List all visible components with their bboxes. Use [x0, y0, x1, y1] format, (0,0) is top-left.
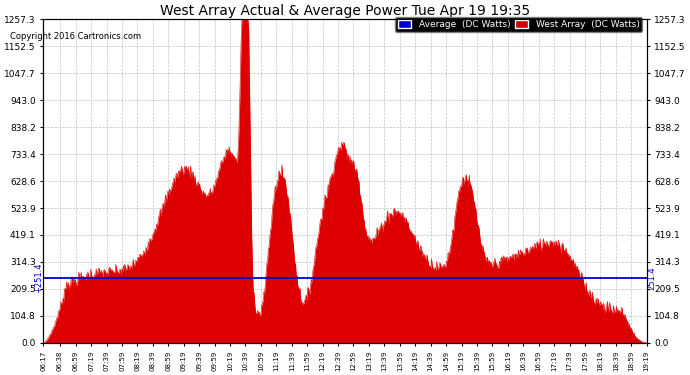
Title: West Array Actual & Average Power Tue Apr 19 19:35: West Array Actual & Average Power Tue Ap…: [160, 4, 530, 18]
Text: Copyright 2016 Cartronics.com: Copyright 2016 Cartronics.com: [10, 32, 141, 41]
Legend: Average  (DC Watts), West Array  (DC Watts): Average (DC Watts), West Array (DC Watts…: [395, 17, 642, 32]
Text: 251.4: 251.4: [648, 266, 657, 290]
Text: +251.4: +251.4: [34, 263, 43, 293]
